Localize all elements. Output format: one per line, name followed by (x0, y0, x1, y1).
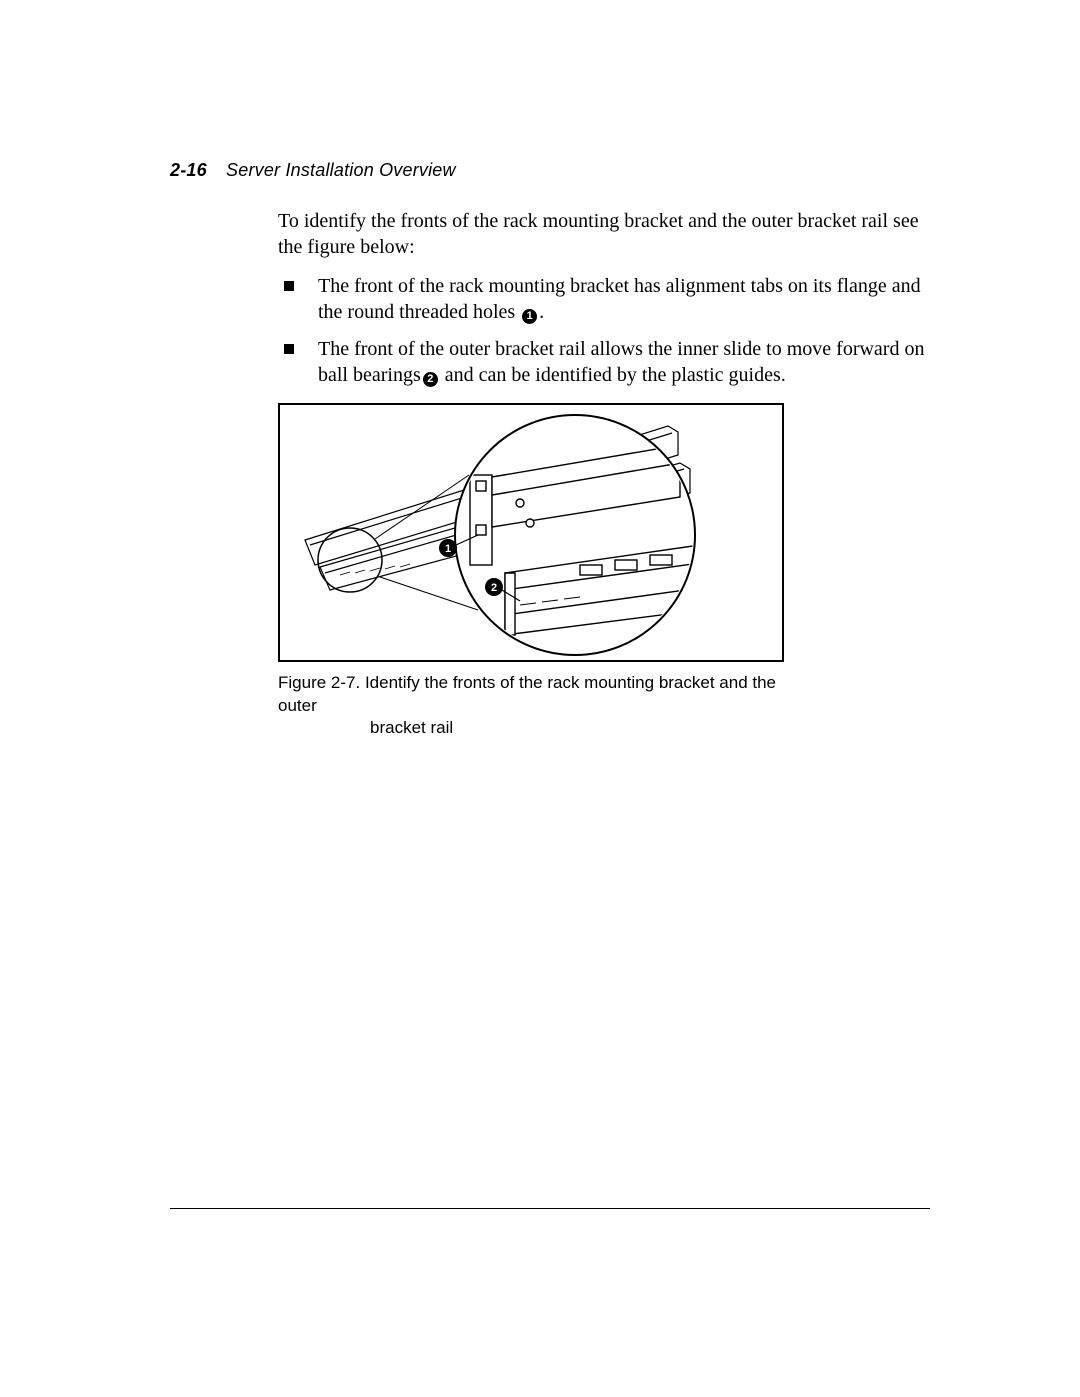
footer-rule (170, 1208, 930, 1209)
bullet-list: The front of the rack mounting bracket h… (278, 274, 930, 388)
callout-badge-1-inline: 1 (522, 309, 537, 324)
intro-paragraph: To identify the fronts of the rack mount… (278, 209, 930, 260)
figure-callout-1: 1 (445, 543, 451, 555)
callout-badge-2-inline: 2 (423, 372, 438, 387)
body: To identify the fronts of the rack mount… (278, 209, 930, 740)
figure-caption: Figure 2-7. Identify the fronts of the r… (278, 672, 780, 741)
bullet-item: The front of the rack mounting bracket h… (278, 274, 930, 325)
page-number: 2-16 (170, 160, 207, 180)
bullet-item: The front of the outer bracket rail allo… (278, 337, 930, 388)
caption-text-line2: bracket rail (278, 717, 780, 740)
page: 2-16 Server Installation Overview To ide… (0, 0, 1080, 1397)
section-title: Server Installation Overview (226, 160, 456, 180)
figure: 1 2 (278, 403, 784, 662)
figure-callout-2: 2 (491, 582, 497, 594)
running-header: 2-16 Server Installation Overview (170, 160, 930, 181)
bullet-text: The front of the rack mounting bracket h… (318, 275, 921, 323)
figure-diagram: 1 2 (280, 405, 782, 660)
bullet-text-post: . (539, 301, 544, 323)
bullet-text-post: and can be identified by the plastic gui… (440, 364, 786, 386)
caption-prefix: Figure 2-7. (278, 673, 360, 692)
